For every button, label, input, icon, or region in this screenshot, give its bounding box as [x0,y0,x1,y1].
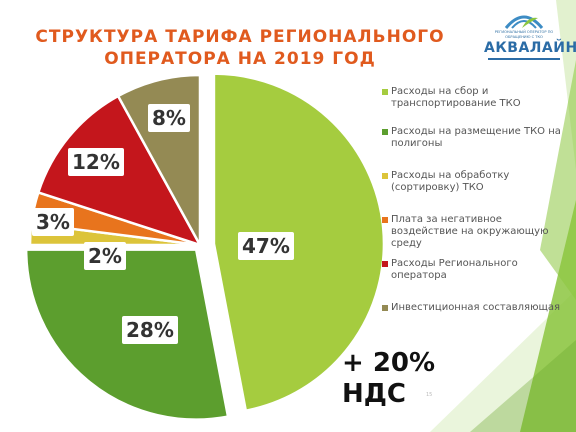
logo-underline [488,58,560,60]
slice-value-label: 2% [84,242,126,270]
decor-triangle [520,200,576,432]
page-number: 15 [426,392,433,398]
slice-value-label: 8% [148,104,190,132]
legend-swatch [382,261,388,267]
logo-caption: РЕГИОНАЛЬНЫЙ ОПЕРАТОР ПО ОБРАЩЕНИЮ С ТКО [494,30,554,39]
legend-label: Инвестиционная составляющая [391,302,561,313]
legend-label: Расходы Регионального оператора [391,258,518,281]
legend-swatch [382,305,388,311]
legend-item: Инвестиционная составляющая [382,302,562,314]
legend-item: Расходы на размещение ТКО на полигоны [382,126,562,150]
legend-swatch [382,217,388,223]
legend-item: Плата за негативное воздействие на окруж… [382,214,562,250]
company-logo: РЕГИОНАЛЬНЫЙ ОПЕРАТОР ПО ОБРАЩЕНИЮ С ТКО… [484,6,576,62]
legend-label: Расходы на обработку (сортировку) ТКО [391,170,510,193]
legend-item: Расходы на обработку (сортировку) ТКО [382,170,562,194]
legend-item: Расходы на сбор и транспортирование ТКО [382,86,562,110]
pie-slice [212,72,386,413]
slice-value-label: 12% [68,148,124,176]
logo-name: АКВАЛАЙН [484,40,576,56]
slice-value-label: 28% [122,316,178,344]
legend-item: Расходы Регионального оператора [382,258,562,282]
legend-swatch [382,129,388,135]
legend-label: Плата за негативное воздействие на окруж… [391,214,549,249]
slice-value-label: 3% [32,208,74,236]
legend-swatch [382,89,388,95]
legend-swatch [382,173,388,179]
title-line-1: СТРУКТУРА ТАРИФА РЕГИОНАЛЬНОГО [35,27,445,47]
slice-value-label: 47% [238,232,294,260]
vat-label: НДС [342,379,406,409]
decor-triangle [430,290,576,432]
decor-triangle [470,340,576,432]
chart-title: СТРУКТУРА ТАРИФА РЕГИОНАЛЬНОГО ОПЕРАТОРА… [20,26,460,70]
vat-percent: + 20% [342,348,436,378]
legend-label: Расходы на размещение ТКО на полигоны [391,126,561,149]
logo-arc-icon [504,15,544,29]
title-line-2: ОПЕРАТОРА НА 2019 ГОД [104,49,376,69]
legend-label: Расходы на сбор и транспортирование ТКО [391,86,521,109]
vat-note: + 20% НДС [342,348,435,410]
